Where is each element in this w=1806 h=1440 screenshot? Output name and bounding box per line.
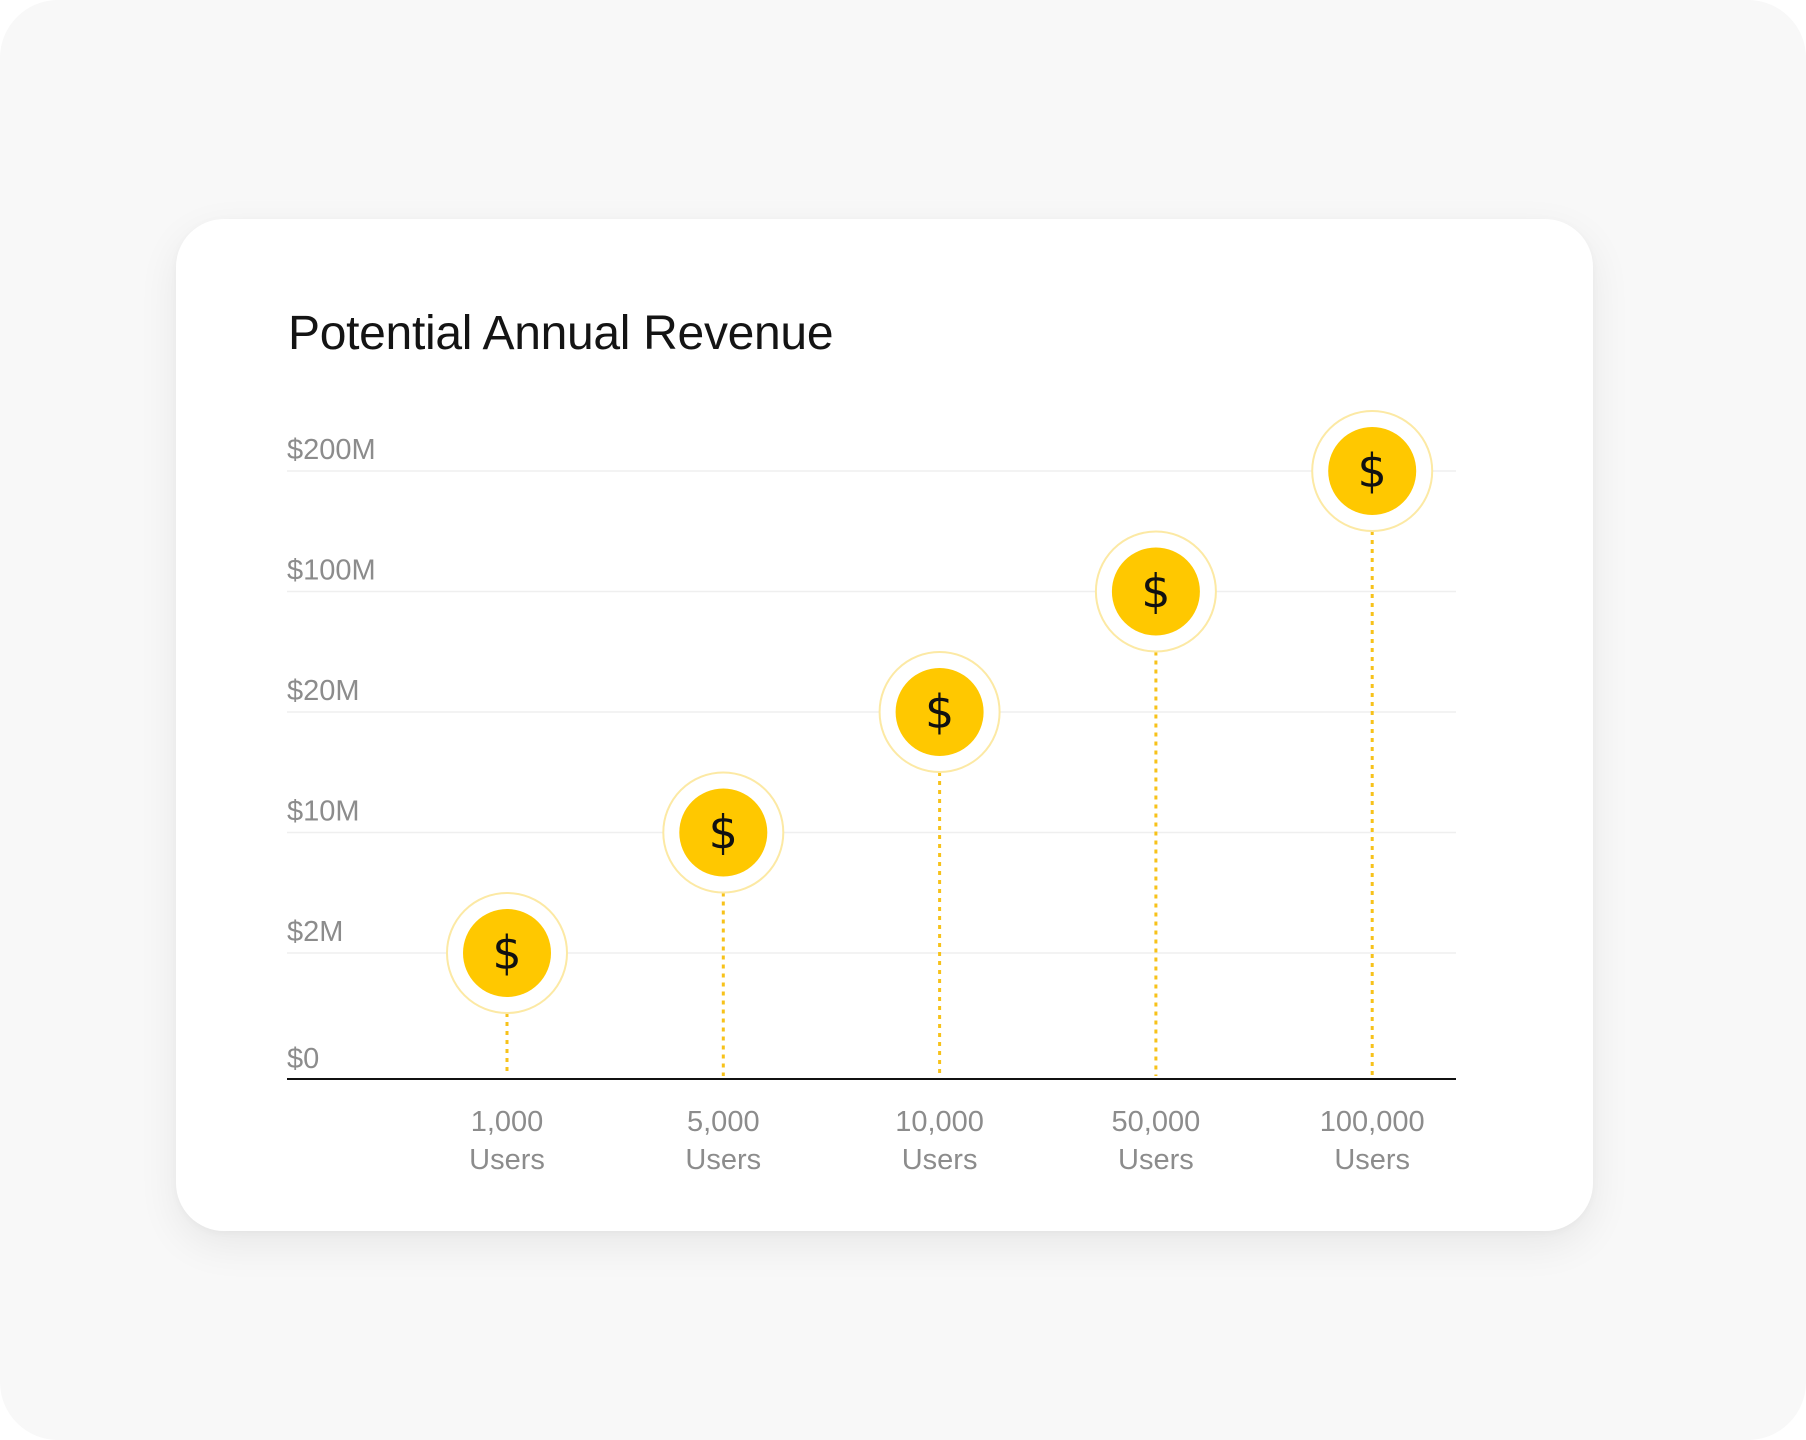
coin-face <box>895 668 984 756</box>
y-tick-label: $100M <box>287 555 376 587</box>
dollar-glyph: $ <box>925 685 954 739</box>
dollar-glyph: $ <box>1141 565 1170 619</box>
x-axis-categories: 1,000 Users 5,000 Users 10,000 Users 50,000 Use… <box>469 1106 1424 1176</box>
coin-face <box>1111 547 1200 636</box>
x-tick-sublabel: Users <box>685 1144 761 1176</box>
dollar-coin-icon: $ <box>662 771 785 894</box>
grid-lines <box>287 470 1456 954</box>
y-tick-label: $200M <box>287 434 376 466</box>
dollar-coin-icon: $ <box>446 892 568 1014</box>
y-tick-label: $10M <box>287 796 360 828</box>
dollar-glyph: $ <box>492 926 521 980</box>
dollar-coin-icon: $ <box>1094 530 1217 653</box>
coin-face <box>1328 427 1417 515</box>
x-tick-label: 5,000 <box>687 1106 760 1138</box>
x-tick-label: 10,000 <box>895 1106 984 1138</box>
dollar-coin-icon: $ <box>1311 410 1434 532</box>
x-tick-label: 100,000 <box>1320 1106 1425 1138</box>
stems <box>505 531 1374 1076</box>
y-tick-label: $20M <box>287 675 360 707</box>
y-axis-ticks: $200M $100M $20M $10M $2M $0 <box>287 434 376 1075</box>
x-tick-label: 50,000 <box>1112 1106 1201 1138</box>
chart-title: Potential Annual Revenue <box>288 307 834 360</box>
data-points: $ $ $ $ $ <box>446 410 1434 1014</box>
x-tick-sublabel: Users <box>1118 1144 1194 1176</box>
x-tick-sublabel: Users <box>902 1144 978 1176</box>
dollar-glyph: $ <box>1358 444 1387 498</box>
dollar-glyph: $ <box>709 806 738 860</box>
x-tick-label: 1,000 <box>471 1106 544 1138</box>
coin-face <box>463 909 551 997</box>
x-tick-sublabel: Users <box>469 1144 545 1176</box>
x-tick-sublabel: Users <box>1334 1144 1410 1176</box>
y-tick-label: $0 <box>287 1043 319 1075</box>
y-tick-label: $2M <box>287 916 343 948</box>
coin-face <box>679 788 768 877</box>
dollar-coin-icon: $ <box>878 651 1001 773</box>
